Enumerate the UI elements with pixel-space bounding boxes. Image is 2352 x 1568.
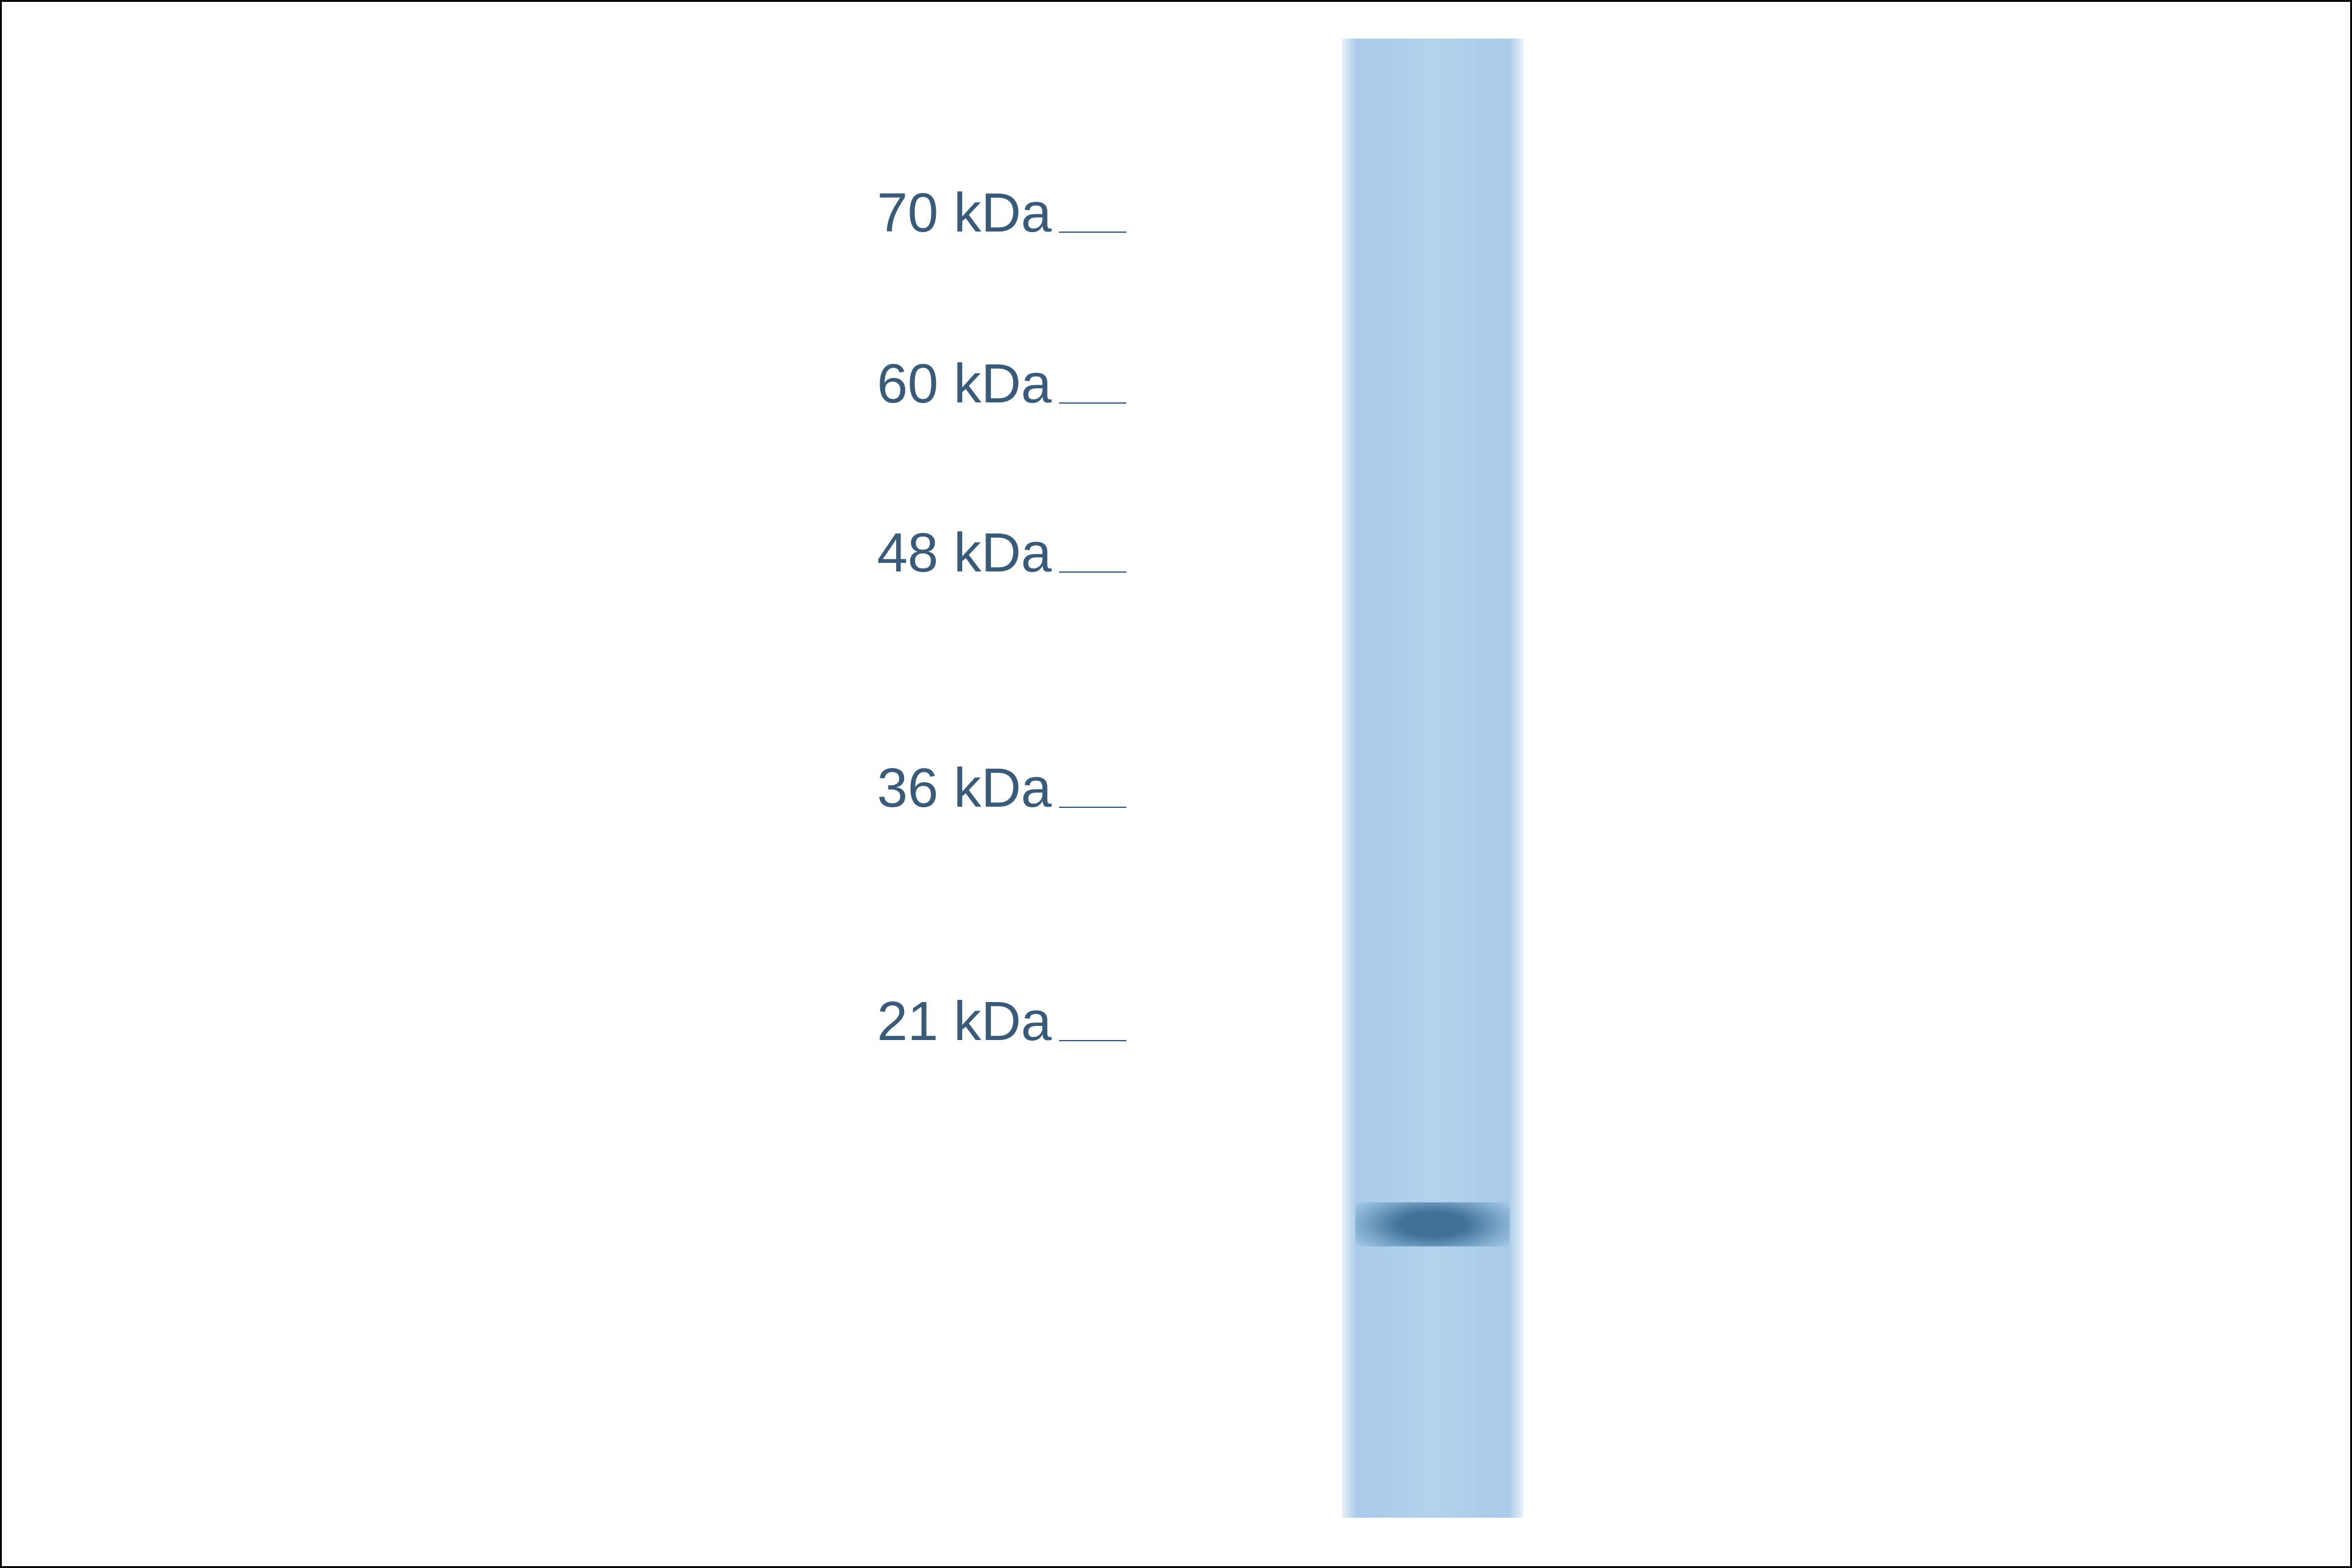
marker-tick-0 bbox=[1059, 232, 1126, 233]
marker-label-1: 60 kDa bbox=[877, 353, 1052, 416]
marker-tick-3 bbox=[1059, 807, 1126, 808]
blot-lane bbox=[1342, 39, 1523, 1518]
marker-tick-2 bbox=[1059, 571, 1126, 573]
marker-label-0: 70 kDa bbox=[877, 182, 1052, 245]
marker-tick-4 bbox=[1059, 1040, 1126, 1041]
marker-label-3: 36 kDa bbox=[877, 757, 1052, 820]
marker-label-4: 21 kDa bbox=[877, 990, 1052, 1054]
protein-band-0 bbox=[1355, 1202, 1510, 1246]
marker-label-2: 48 kDa bbox=[877, 522, 1052, 585]
marker-tick-1 bbox=[1059, 402, 1126, 404]
western-blot-container: 70 kDa 60 kDa 48 kDa 36 kDa 21 kDa bbox=[0, 0, 2352, 1568]
